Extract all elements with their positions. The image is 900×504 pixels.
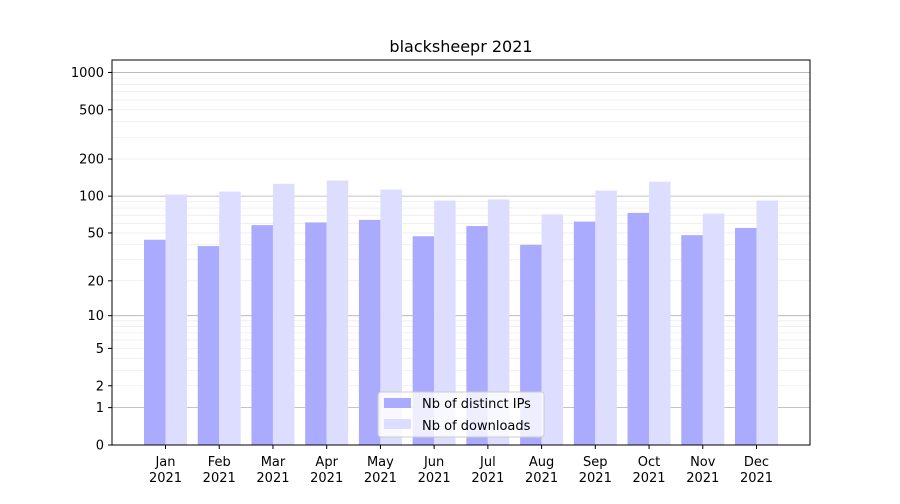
legend-swatch-ips (384, 398, 411, 408)
x-tick-label-year: 2021 (149, 471, 182, 486)
plot-frame (111, 59, 811, 446)
bar-distinct-ips (251, 225, 273, 445)
y-tick-label: 10 (87, 309, 104, 324)
bar-distinct-ips (144, 239, 166, 445)
bar-distinct-ips (735, 227, 757, 445)
bar-downloads (756, 200, 778, 445)
x-tick-label-year: 2021 (632, 471, 665, 486)
y-tick-label: 100 (79, 190, 104, 205)
legend-swatch-downloads (384, 419, 411, 429)
bar-downloads (380, 189, 402, 445)
bar-downloads (219, 191, 241, 445)
y-tick-label: 1 (96, 401, 104, 416)
y-tick-label: 20 (87, 274, 104, 289)
x-tick-label-year: 2021 (686, 471, 719, 486)
x-tick-label-month: Feb (208, 455, 231, 470)
x-tick-label-month: Mar (261, 455, 286, 470)
y-tick-label: 1000 (71, 66, 104, 81)
x-tick-label-month: Sep (583, 455, 608, 470)
x-tick-label-month: Aug (529, 455, 554, 470)
x-tick-label-year: 2021 (364, 471, 397, 486)
bar-downloads (487, 199, 510, 445)
bar-distinct-ips (627, 212, 650, 445)
y-axis: 0 1 2 5 10 20 50 100 200 500 1000 (71, 66, 112, 454)
legend-label-downloads: Nb of downloads (422, 419, 531, 434)
y-tick-label: 5 (96, 342, 104, 357)
bar-distinct-ips (466, 226, 488, 445)
y-tick-label: 500 (79, 103, 104, 118)
bar-downloads (272, 183, 295, 445)
x-tick-label-month: Oct (638, 455, 660, 470)
bar-distinct-ips (197, 246, 220, 445)
bar-downloads (165, 194, 187, 445)
x-tick-label-year: 2021 (740, 471, 773, 486)
bar-distinct-ips (305, 222, 327, 445)
x-tick-label-month: Jan (154, 455, 175, 470)
bar-downloads (326, 180, 349, 445)
x-tick-label-year: 2021 (471, 471, 504, 486)
x-tick-label-year: 2021 (203, 471, 236, 486)
x-tick-label-month: Nov (690, 455, 716, 470)
bar-downloads (434, 200, 456, 445)
x-tick-label-month: May (367, 455, 394, 470)
legend: Nb of distinct IPs Nb of downloads (377, 391, 545, 438)
x-tick-label-month: Jun (423, 455, 444, 470)
x-tick-label-year: 2021 (579, 471, 612, 486)
bar-distinct-ips (573, 221, 596, 445)
x-tick-label-year: 2021 (310, 471, 343, 486)
x-tick-label-month: Jul (479, 455, 496, 470)
bar-distinct-ips (681, 235, 703, 445)
legend-box (377, 391, 545, 438)
y-tick-label: 50 (87, 226, 104, 241)
y-tick-label: 0 (96, 439, 104, 454)
x-tick-label-year: 2021 (256, 471, 289, 486)
bar-downloads (649, 181, 671, 445)
y-tick-label: 200 (79, 153, 104, 168)
legend-label-ips: Nb of distinct IPs (422, 397, 531, 412)
bar-downloads (541, 214, 564, 445)
x-axis: Jan2021Feb2021Mar2021Apr2021May2021Jun20… (149, 445, 773, 486)
y-tick-label: 2 (96, 379, 104, 394)
x-tick-label-year: 2021 (525, 471, 558, 486)
x-tick-label-month: Apr (315, 455, 338, 470)
bar-downloads (702, 213, 725, 445)
x-tick-label-year: 2021 (418, 471, 451, 486)
x-tick-label-month: Dec (744, 455, 769, 470)
bar-distinct-ips (358, 219, 381, 445)
bar-downloads (595, 190, 617, 445)
chart-title: blacksheepr 2021 (389, 37, 532, 56)
